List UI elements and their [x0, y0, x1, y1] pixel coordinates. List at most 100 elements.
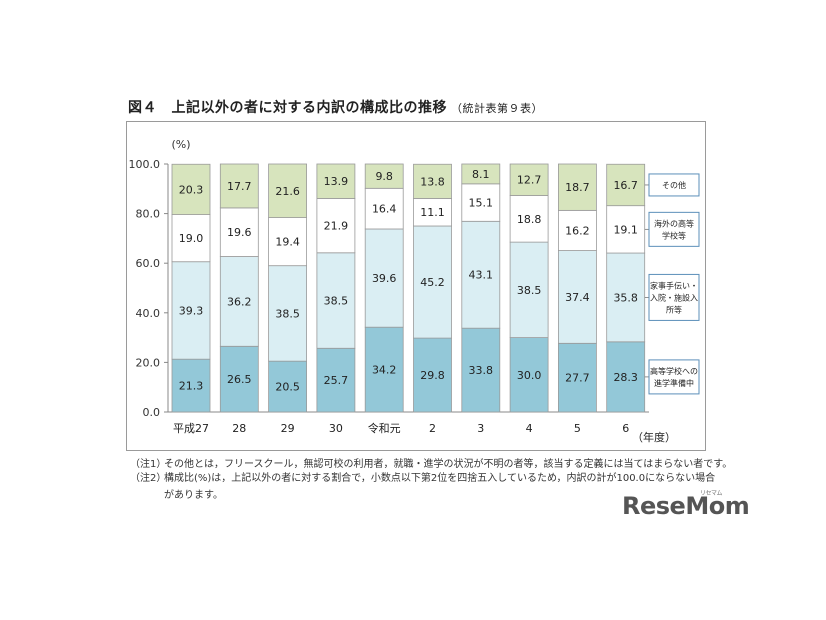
bar-segment: [413, 198, 452, 227]
bar-segment: [509, 241, 549, 339]
note-2: （注2）構成比(%)は，上記以外の者に対する割合で，小数点以下第2位を四捨五入し…: [130, 473, 715, 485]
note-2-tag: （注2）: [130, 473, 167, 484]
x-tick-label: 4: [526, 422, 533, 435]
legend-label: 入院・施設入: [650, 292, 698, 302]
x-axis-unit: （年度）: [632, 430, 676, 444]
data-label: 25.7: [324, 374, 349, 387]
data-label: 16.7: [613, 179, 638, 192]
bar-segment: [268, 265, 308, 362]
bar-segment: [557, 209, 597, 251]
bar-segment: [268, 360, 308, 413]
x-tick-label: 5: [574, 422, 581, 435]
x-tick-label: 28: [232, 422, 246, 435]
legend-box: [648, 273, 700, 321]
bar-segment: [171, 358, 211, 413]
bar-segment: [509, 337, 549, 413]
bar-segment: [171, 214, 211, 263]
data-label: 38.5: [517, 284, 542, 297]
legend-box: [648, 173, 700, 197]
bar-segment: [364, 326, 404, 413]
legend-label: 所等: [666, 304, 682, 314]
logo-kana: リセマム: [700, 490, 723, 497]
bar-segment: [461, 163, 501, 185]
bar-segment: [606, 163, 646, 207]
data-label: 21.3: [179, 380, 204, 393]
bar-segment: [171, 261, 211, 360]
figure-title-main: 図４ 上記以外の者に対する内訳の構成比の推移: [128, 100, 447, 116]
legend-label: 海外の高等: [654, 218, 694, 228]
x-tick-label: 平成27: [173, 422, 209, 435]
data-label: 19.4: [275, 236, 300, 249]
legend-label: 高等学校への: [650, 366, 698, 376]
data-label: 37.4: [565, 291, 590, 304]
resemom-logo: ReseMom リセマム: [622, 490, 750, 520]
data-label: 43.1: [469, 269, 494, 282]
data-label: 13.9: [324, 175, 349, 188]
figure-title: 図４ 上記以外の者に対する内訳の構成比の推移 （統計表第９表）: [128, 97, 543, 117]
y-tick-label: 40.0: [136, 307, 161, 320]
y-tick-label: 20.0: [136, 356, 161, 369]
data-label: 12.7: [517, 174, 542, 187]
data-label: 20.3: [179, 183, 204, 196]
stacked-bar-chart: 0.0 20.0 40.0 60.0 80.0 100.0 (%) 21.3 39.3 19.0 2…: [129, 138, 700, 444]
bar-segment: [364, 228, 404, 328]
data-label: 21.6: [275, 185, 300, 198]
data-label: 27.7: [565, 372, 590, 385]
x-tick-label: 29: [281, 422, 295, 435]
data-label: 13.8: [420, 175, 445, 188]
data-label: 35.8: [613, 291, 638, 304]
bar-segment: [461, 327, 501, 413]
x-tick-label: 30: [329, 422, 343, 435]
note-2-continued: があります。: [164, 490, 223, 501]
bar-segment: [606, 341, 646, 413]
legend-label: 学校等: [662, 230, 686, 240]
note-1-text: その他とは，フリースクール，無認可校の利用者，就職・進学の状況が不明の者等，該当…: [164, 459, 733, 470]
legend-box: [648, 359, 700, 395]
note-1: （注1）その他とは，フリースクール，無認可校の利用者，就職・進学の状況が不明の者…: [130, 459, 732, 471]
bar-segment: [171, 163, 211, 215]
data-label: 18.7: [565, 181, 590, 194]
bar-segment: [606, 205, 646, 254]
y-tick-label: 80.0: [136, 208, 161, 221]
data-label: 26.5: [227, 373, 252, 386]
y-tick-label: 0.0: [143, 406, 161, 419]
legend-box: [648, 211, 700, 247]
bar-segment: [461, 183, 501, 222]
bar-segment: [219, 163, 259, 209]
data-label: 19.1: [613, 223, 638, 236]
y-axis-unit: (%): [171, 138, 190, 151]
data-label: 16.4: [372, 203, 397, 216]
data-label: 39.6: [372, 272, 397, 285]
logo-text: ReseMom: [622, 492, 750, 520]
x-tick-label: 3: [477, 422, 484, 435]
bar-segment: [557, 250, 597, 344]
data-label: 34.2: [372, 364, 397, 377]
x-tick-label: 令和元: [368, 421, 401, 435]
data-label: 16.2: [565, 224, 590, 237]
bar-segment: [557, 342, 597, 413]
y-tick-label: 100.0: [129, 158, 161, 171]
data-label: 11.1: [420, 206, 445, 219]
data-label: 21.9: [324, 220, 349, 233]
data-label: 20.5: [275, 381, 300, 394]
data-label: 28.3: [613, 371, 638, 384]
x-tick-label: 6: [622, 422, 629, 435]
note-1-tag: （注1）: [130, 459, 167, 470]
y-tick-label: 60.0: [136, 257, 161, 270]
data-label: 15.1: [469, 197, 494, 210]
data-label: 39.3: [179, 304, 204, 317]
data-label: 17.7: [227, 180, 252, 193]
bar-segment: [509, 163, 549, 196]
x-tick-label: 2: [429, 422, 436, 435]
legend-label: その他: [662, 180, 686, 190]
data-label: 29.8: [420, 369, 445, 382]
bar-segment: [413, 337, 452, 413]
bar-segment: [268, 163, 308, 218]
bar-segment: [316, 347, 356, 413]
bar-segment: [268, 217, 308, 267]
figure-title-sub: （統計表第９表）: [451, 102, 543, 115]
data-label: 38.5: [275, 307, 300, 320]
data-label: 33.8: [469, 364, 494, 377]
legend-label: 進学準備中: [654, 378, 694, 388]
bar-segment: [219, 345, 259, 413]
